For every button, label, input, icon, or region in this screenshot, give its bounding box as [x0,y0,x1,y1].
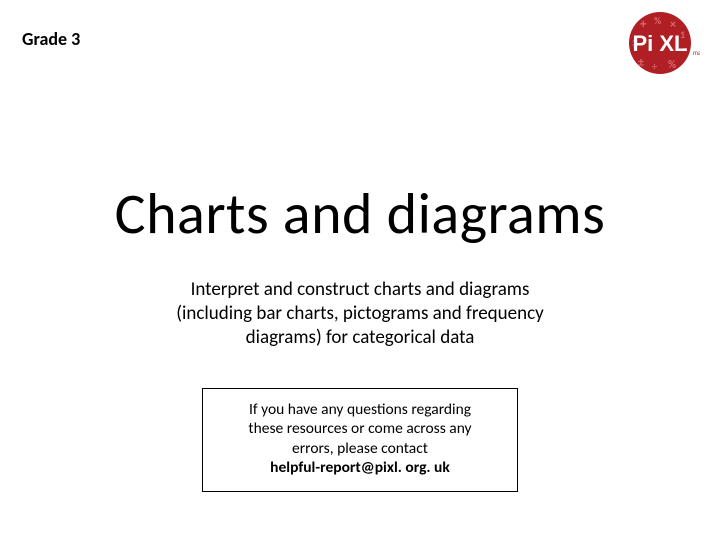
subtitle-line: (including bar charts, pictograms and fr… [176,302,543,325]
svg-text:÷: ÷ [652,60,657,73]
svg-text:+: + [640,17,647,32]
svg-text:Pi XL: Pi XL [632,31,687,56]
subtitle: Interpret and construct charts and diagr… [0,278,720,349]
svg-text:%: % [654,14,662,27]
contact-line: errors, please contact [292,439,428,458]
svg-text:×: × [670,18,676,32]
contact-line: these resources or come across any [248,419,471,438]
contact-box: If you have any questions regarding thes… [202,388,518,492]
subtitle-line: diagrams) for categorical data [246,326,475,349]
contact-email: helpful-report@pixl. org. uk [270,458,450,477]
contact-line: If you have any questions regarding [249,400,471,419]
svg-text:%: % [668,58,676,71]
svg-text:maths: maths [693,51,700,57]
pixl-logo: + % × 1 − ± ÷ % 3 Pi XL maths [610,10,700,80]
page-title: Charts and diagrams [0,178,720,249]
svg-text:±: ± [638,56,644,70]
grade-label: Grade 3 [22,28,80,50]
subtitle-line: Interpret and construct charts and diagr… [191,278,530,301]
